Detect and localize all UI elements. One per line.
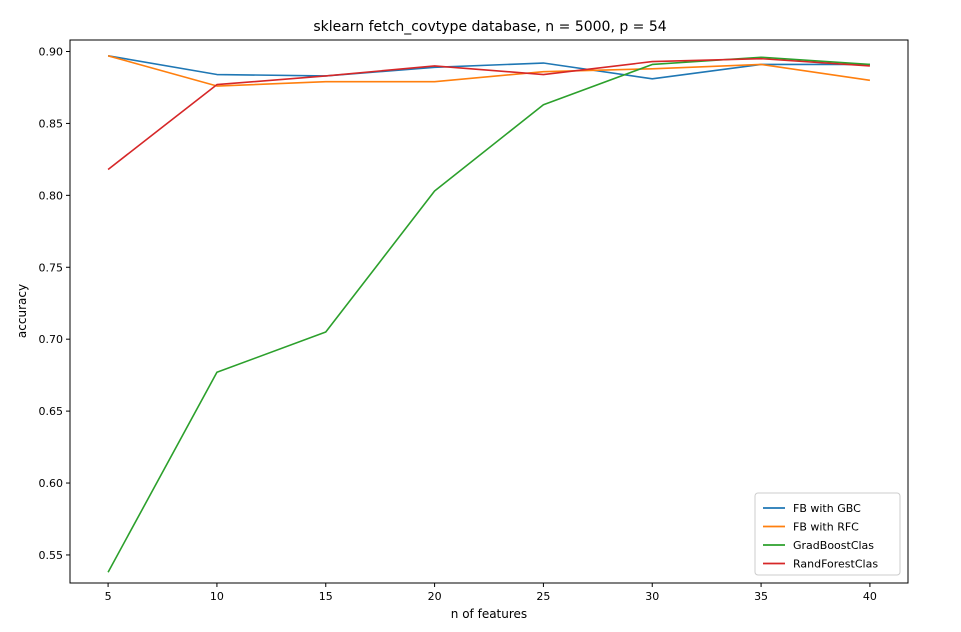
y-tick-label: 0.90 <box>39 46 64 59</box>
plot-frame <box>69 39 909 584</box>
x-tick-label: 15 <box>319 590 333 603</box>
x-tick-label: 40 <box>863 590 877 603</box>
legend-label: FB with GBC <box>793 502 861 515</box>
y-axis-label: accuracy <box>15 284 29 338</box>
legend-label: FB with RFC <box>793 521 859 534</box>
series-line-fb-with-rfc <box>107 55 871 87</box>
legend-label: RandForestClas <box>793 558 878 571</box>
y-tick-label: 0.75 <box>39 261 64 274</box>
y-tick-label: 0.60 <box>39 477 64 490</box>
chart-title: sklearn fetch_covtype database, n = 5000… <box>313 19 666 35</box>
x-axis-label: n of features <box>451 607 527 621</box>
y-tick-label: 0.65 <box>39 405 64 418</box>
y-tick-label: 0.80 <box>39 189 64 202</box>
x-tick-label: 10 <box>210 590 224 603</box>
legend-box <box>754 492 901 576</box>
x-tick-label: 25 <box>536 590 550 603</box>
x-tick-label: 5 <box>105 590 112 603</box>
y-tick-label: 0.85 <box>39 117 64 130</box>
series-layer <box>107 55 871 573</box>
x-tick-label: 20 <box>428 590 442 603</box>
y-axis: 0.55 0.60 0.65 0.70 0.75 0.80 0.85 0.90 <box>39 46 70 562</box>
series-line-randforestclas <box>107 57 870 171</box>
legend-label: GradBoostClas <box>793 539 874 552</box>
x-axis: 5 10 15 20 25 30 35 40 <box>105 583 877 603</box>
x-tick-label: 35 <box>754 590 768 603</box>
y-tick-label: 0.70 <box>39 333 64 346</box>
x-tick-label: 30 <box>645 590 659 603</box>
legend: FB with GBC FB with RFC GradBoostClas RandF… <box>754 492 901 576</box>
series-line-fb-with-gbc <box>107 55 870 80</box>
y-tick-label: 0.55 <box>39 549 64 562</box>
